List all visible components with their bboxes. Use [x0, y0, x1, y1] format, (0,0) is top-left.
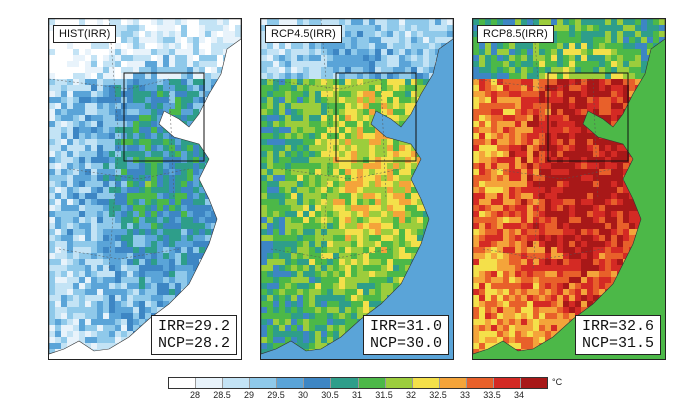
colorbar-swatch: [492, 378, 521, 388]
colorbar-swatch: [384, 378, 412, 388]
colorbar-swatch: [249, 378, 277, 388]
colorbar-tick-label: 32: [405, 390, 417, 400]
colorbar-labels: 28 28.5 29 29.5 30 30.5 31 31.5 32 32.5 33 33.5 34: [168, 390, 548, 402]
province-border: [473, 78, 594, 90]
colorbar-tick-label: 33: [459, 390, 471, 400]
colorbar-swatch: [438, 378, 466, 388]
panel-title: RCP8.5(IRR): [477, 25, 554, 43]
colorbar-swatches: [168, 377, 548, 389]
colorbar-swatch: [465, 378, 493, 388]
province-border: [380, 78, 387, 200]
province-border: [492, 168, 614, 180]
panel-title: RCP4.5(IRR): [265, 25, 342, 43]
colorbar-swatch: [330, 378, 358, 388]
province-border: [49, 78, 170, 90]
province-border: [280, 168, 402, 180]
colorbar-swatch: [357, 378, 385, 388]
ncp-value: NCP=30.0: [369, 335, 442, 352]
map-panel-rcp45: RCP4.5(IRR) IRR=31.0 NCP=30.0: [260, 18, 454, 360]
ncp-region-box: [335, 72, 417, 162]
panel-title: HIST(IRR): [53, 25, 117, 43]
irr-value: IRR=32.6: [581, 318, 654, 335]
irr-value: IRR=31.0: [369, 318, 442, 335]
colorbar: 28 28.5 29 29.5 30 30.5 31 31.5 32 32.5 33 33.5 34: [168, 377, 548, 403]
province-border: [270, 248, 392, 260]
colorbar-tick-label: 31.5: [375, 390, 393, 400]
colorbar-tick-label: 28.5: [213, 390, 231, 400]
temperature-map: [261, 19, 453, 359]
ncp-value: NCP=28.2: [157, 335, 230, 352]
colorbar-swatch: [276, 378, 304, 388]
colorbar-tick-label: 34: [513, 390, 525, 400]
province-border: [68, 168, 190, 180]
colorbar-swatch: [169, 378, 196, 388]
stats-box: IRR=32.6 NCP=31.5: [574, 315, 661, 355]
coastline: [473, 19, 665, 355]
irr-value: IRR=29.2: [157, 318, 230, 335]
colorbar-tick-label: 29.5: [267, 390, 285, 400]
ncp-region-box: [547, 72, 629, 162]
province-border: [482, 248, 604, 260]
ncp-value: NCP=31.5: [581, 335, 654, 352]
colorbar-swatch: [411, 378, 439, 388]
stats-box: IRR=31.0 NCP=30.0: [362, 315, 449, 355]
colorbar-tick-label: 31: [351, 390, 363, 400]
colorbar-tick-label: 29: [243, 390, 255, 400]
coastline: [49, 19, 241, 355]
map-panel-hist: HIST(IRR) IRR=29.2 NCP=28.2: [48, 18, 242, 360]
map-panel-rcp85: RCP8.5(IRR) IRR=32.6 NCP=31.5: [472, 18, 666, 360]
coastline: [261, 19, 453, 355]
colorbar-tick-label: 30.5: [321, 390, 339, 400]
temperature-map: [49, 19, 241, 359]
colorbar-swatch: [222, 378, 250, 388]
province-border: [58, 248, 180, 260]
colorbar-tick-label: 33.5: [483, 390, 501, 400]
colorbar-swatch: [520, 378, 548, 388]
province-border: [168, 78, 175, 200]
province-border: [532, 19, 544, 270]
colorbar-tick-label: 30: [297, 390, 309, 400]
colorbar-tick-label: 28: [189, 390, 201, 400]
colorbar-swatch: [195, 378, 223, 388]
temperature-map: [473, 19, 665, 359]
province-border: [108, 19, 120, 270]
stats-box: IRR=29.2 NCP=28.2: [150, 315, 237, 355]
ncp-region-box: [123, 72, 205, 162]
province-border: [320, 19, 332, 270]
province-border: [261, 78, 382, 90]
colorbar-unit: °C: [552, 377, 563, 387]
colorbar-swatch: [303, 378, 331, 388]
colorbar-tick-label: 32.5: [429, 390, 447, 400]
province-border: [592, 78, 599, 200]
